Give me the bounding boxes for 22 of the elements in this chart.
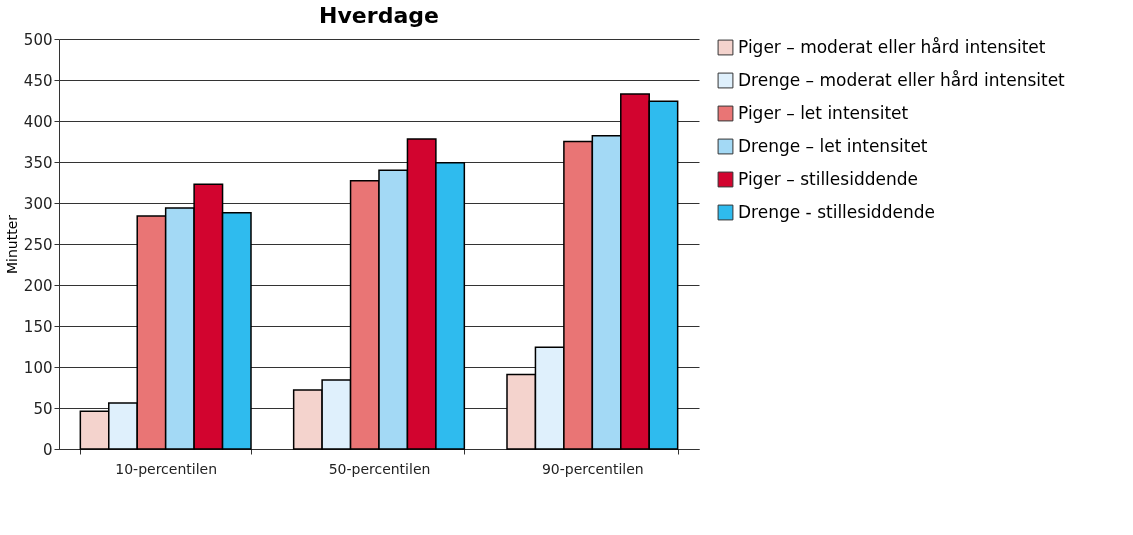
y-tick-label: 150 (23, 317, 53, 336)
y-tick-label: 400 (23, 112, 53, 131)
y-tick-label: 450 (23, 71, 53, 90)
y-tick-label: 100 (23, 358, 53, 377)
legend-label: Drenge – moderat eller hård intensitet (738, 69, 1066, 90)
legend-label: Drenge - stillesiddende (738, 201, 935, 222)
x-tick-label: 90-percentilen (541, 460, 644, 477)
x-tick-label: 10-percentilen (115, 460, 218, 477)
y-tick-label: 350 (23, 153, 53, 172)
chart-title: Hverdage (319, 3, 439, 28)
y-axis-title: Minutter (3, 214, 20, 275)
legend-label: Piger – moderat eller hård intensitet (738, 36, 1046, 57)
y-tick-label: 0 (42, 440, 53, 459)
y-tick-label: 500 (23, 30, 53, 49)
y-tick-label: 200 (23, 276, 53, 295)
legend-label: Piger – let intensitet (738, 102, 909, 123)
y-tick-label: 50 (33, 399, 53, 418)
x-tick-label: 50-percentilen (328, 460, 431, 477)
y-tick-label: 300 (23, 194, 53, 213)
y-tick-label: 250 (23, 235, 53, 254)
legend-label: Piger – stillesiddende (738, 168, 918, 189)
legend-label: Drenge – let intensitet (738, 135, 928, 156)
